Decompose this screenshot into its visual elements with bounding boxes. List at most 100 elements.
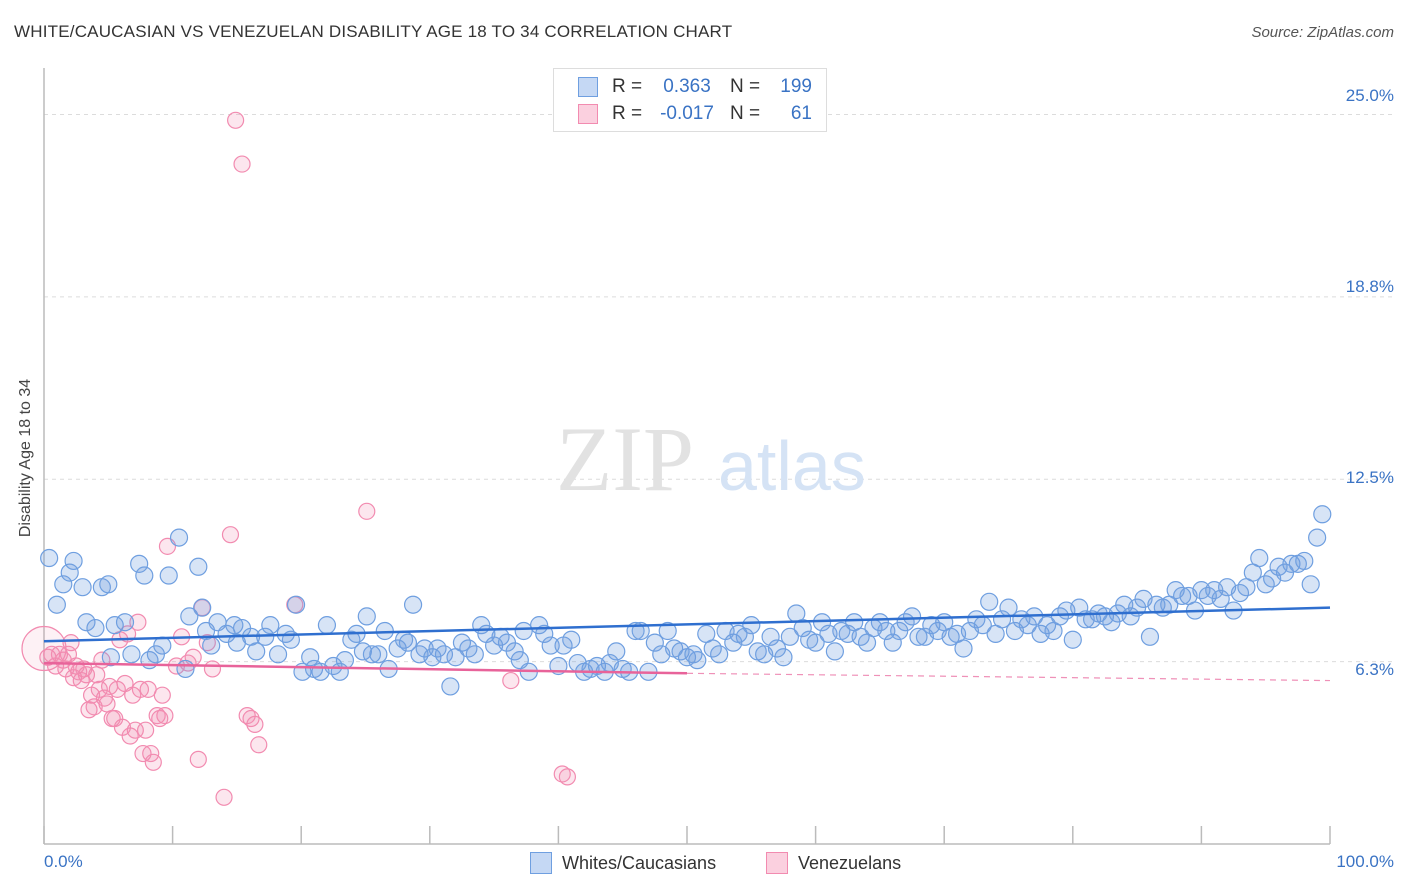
data-point-whites (130, 554, 149, 573)
data-point-whites (153, 636, 172, 655)
data-point-whites (1313, 505, 1332, 524)
data-point-venezuelans (215, 788, 233, 806)
legend-item-whites[interactable]: Whites/Caucasians (530, 852, 716, 874)
data-point-whites (77, 613, 96, 632)
x-tick-min: 0.0% (44, 852, 83, 871)
data-point-venezuelans (153, 686, 171, 704)
data-point-whites (793, 618, 812, 638)
data-point-venezuelans (136, 721, 155, 739)
grid-lines (44, 113, 1394, 663)
data-point-whites (176, 659, 195, 679)
data-point-whites (180, 607, 199, 626)
data-point-whites (398, 633, 418, 652)
data-point-whites (268, 645, 288, 664)
data-point-whites (1295, 551, 1314, 571)
data-point-venezuelans (203, 660, 222, 678)
legend-row-whites: R = 0.363 N = 199 (578, 75, 812, 99)
r-label: R = (612, 76, 643, 97)
data-point-whites (1063, 630, 1082, 649)
data-point-whites (535, 624, 554, 643)
axes (43, 68, 1331, 845)
data-point-venezuelans (129, 613, 147, 631)
data-point-whites (362, 645, 382, 664)
data-point-whites (1070, 598, 1089, 617)
data-point-whites (774, 648, 793, 667)
data-point-whites (342, 630, 361, 649)
y-tick-12: 12.5% (1345, 468, 1394, 487)
data-point-venezuelans (246, 715, 264, 733)
data-point-whites (105, 616, 124, 635)
x-tick-max: 100.0% (1336, 852, 1394, 871)
data-point-whites (562, 630, 581, 649)
blue-swatch (578, 77, 598, 97)
trend-line-venezuelans-extension (686, 672, 1331, 682)
data-point-whites (40, 548, 59, 568)
data-point-whites (954, 639, 973, 658)
venezuelans-points (21, 111, 577, 806)
data-point-venezuelans (62, 634, 80, 652)
data-point-whites (369, 645, 388, 664)
watermark-atlas: atlas (718, 427, 866, 505)
data-point-whites (909, 627, 928, 646)
whites-points (40, 505, 1332, 696)
stats-legend: R = 0.363 N = 199 R = -0.017 N = 61 (553, 68, 827, 132)
data-point-whites (902, 607, 922, 626)
data-point-venezuelans (144, 753, 162, 771)
data-point-venezuelans (221, 526, 240, 544)
data-point-venezuelans (156, 707, 174, 725)
n-label: N = (730, 103, 761, 124)
data-point-venezuelans (553, 765, 571, 783)
data-point-whites (877, 621, 896, 641)
data-point-venezuelans (227, 111, 245, 129)
r-label: R = (612, 103, 643, 124)
data-point-whites (335, 651, 355, 670)
data-point-whites (47, 595, 66, 614)
data-point-whites (64, 551, 83, 571)
data-point-whites (247, 642, 266, 661)
source-label: Source: ZipAtlas.com (1251, 24, 1394, 41)
data-point-whites (1250, 548, 1269, 568)
data-point-whites (159, 566, 178, 585)
data-point-whites (883, 633, 902, 652)
data-point-whites (761, 627, 780, 646)
watermark-zip: ZIP (556, 408, 694, 510)
data-point-whites (735, 627, 754, 646)
legend-item-venezuelans[interactable]: Venezuelans (766, 852, 901, 874)
data-point-whites (317, 616, 337, 635)
data-point-whites (1301, 575, 1320, 594)
y-tick-18: 18.8% (1345, 277, 1394, 296)
data-point-whites (357, 607, 376, 626)
data-point-venezuelans (189, 750, 207, 768)
data-point-whites (1140, 627, 1160, 646)
data-point-venezuelans (558, 768, 577, 786)
data-point-whites (1211, 589, 1230, 608)
data-point-whites (780, 627, 799, 646)
y-tick-6: 6.3% (1355, 660, 1394, 679)
data-point-whites (60, 563, 79, 582)
data-point-whites (724, 633, 743, 652)
data-point-whites (742, 616, 761, 635)
n-value: 199 (780, 76, 812, 97)
trend-line-venezuelans (43, 661, 688, 675)
data-point-venezuelans (90, 680, 108, 698)
r-value: 0.363 (663, 76, 711, 97)
data-point-whites (541, 636, 560, 655)
r-value: -0.017 (660, 103, 714, 124)
data-point-whites (688, 651, 707, 670)
data-point-whites (825, 642, 844, 661)
legend-label-venezuelans: Venezuelans (798, 852, 902, 873)
data-point-whites (202, 636, 221, 655)
data-point-whites (101, 648, 120, 667)
data-point-whites (54, 575, 73, 594)
data-point-whites (423, 648, 442, 667)
data-point-venezuelans (250, 736, 268, 754)
data-point-venezuelans (358, 502, 376, 520)
n-label: N = (730, 76, 761, 97)
trend-lines (43, 606, 1331, 682)
data-point-venezuelans (98, 695, 116, 713)
data-point-whites (980, 592, 999, 611)
legend-label-whites: Whites/Caucasians (562, 852, 717, 873)
data-point-whites (286, 595, 306, 614)
data-point-whites (73, 578, 92, 597)
